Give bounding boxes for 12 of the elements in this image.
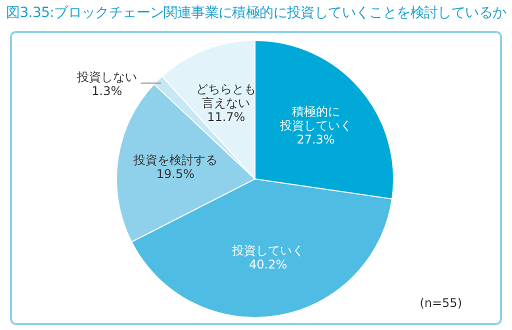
slice-label: 投資を検討する	[132, 152, 218, 167]
slice-label: どちらとも言えない	[196, 82, 256, 110]
chart-title: 図3.35:ブロックチェーン関連事業に積極的に投資していくことを検討しているか	[6, 4, 506, 22]
slice-label: 積極的に投資していく	[278, 104, 352, 133]
data-label: 27.3%	[296, 132, 335, 147]
text: (n=55)	[420, 296, 462, 310]
data-label: 11.7%	[207, 110, 246, 124]
data-label: 19.5%	[156, 166, 195, 181]
data-label: 1.3%	[92, 84, 122, 98]
slice-label: 投資していく	[231, 243, 304, 258]
data-label: 40.2%	[249, 257, 288, 272]
slice-label: 投資しない	[76, 70, 137, 84]
